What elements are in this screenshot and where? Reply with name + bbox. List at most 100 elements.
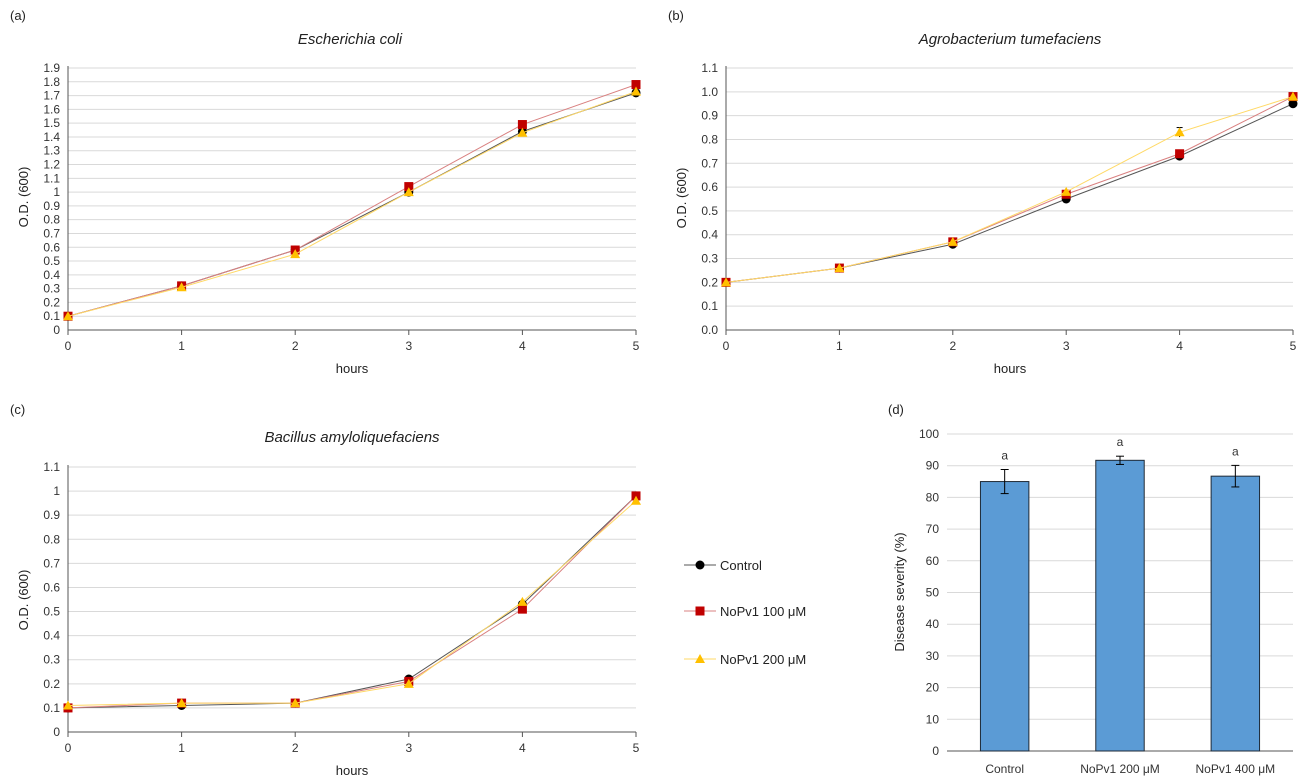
panel-c-title: Bacillus amyloliquefaciens [264,429,440,446]
legend-entry-nopv1-100: NoPv1 100 μM [684,604,806,619]
panel-a-y-tick-label: 0.3 [43,282,60,296]
panel-a-x-tick-label: 4 [519,339,526,353]
panel-c-series-line-control [67,495,637,709]
panel-b-y-tick-label: 0.9 [701,109,718,123]
panel-b-y-tick-label: 1.1 [701,61,718,75]
panel-a-line-chart: (a) Escherichia coli hours O.D. (600) 00… [10,8,641,376]
panel-d-y-tick-label: 40 [926,617,940,631]
panel-a-series-line-nopv1-100 [67,84,637,317]
panel-a-x-tick-label: 1 [178,339,185,353]
panel-a-y-tick-label: 0.1 [43,309,60,323]
panel-a-point-nopv1-200 [631,86,641,96]
panel-b-x-axis-label: hours [994,361,1027,376]
panel-c-point-nopv1-200 [403,678,414,688]
panel-c-label: (c) [10,402,25,417]
panel-c-line-chart: (c) Bacillus amyloliquefaciens hours O.D… [10,402,641,777]
panel-b-point-nopv1-200 [721,277,731,287]
panel-c-x-tick-label: 4 [519,741,526,755]
panel-c-point-nopv1-200 [176,698,187,708]
panel-a-y-tick-label: 0.8 [43,213,60,227]
legend-entry-nopv1-200: NoPv1 200 μM [684,652,806,667]
panel-c-y-tick-label: 0 [53,725,60,739]
panel-c-point-nopv1-200 [631,495,641,505]
panel-b-point-nopv1-200 [1288,91,1298,101]
panel-c-y-tick-label: 0.5 [43,605,60,619]
panel-b-x-tick-label: 4 [1176,339,1183,353]
panel-a-x-tick-label: 2 [292,339,299,353]
panel-c-x-tick-label: 2 [292,741,299,755]
panel-b-series-line-nopv1-200 [725,96,1294,283]
panel-d-y-tick-label: 100 [919,427,939,441]
panel-a-plot-area: 00.10.20.30.40.50.60.70.80.911.11.21.31.… [43,61,641,353]
legend: Control NoPv1 100 μM NoPv1 200 μM [684,558,806,667]
panel-b-point-nopv1-100 [1175,149,1185,159]
panel-c-series-line-nopv1-100 [67,495,637,709]
panel-b-series-line-nopv1-100 [725,96,1294,283]
panel-a-y-tick-label: 1.3 [43,144,60,158]
panel-d-y-tick-label: 90 [926,459,940,473]
panel-c-y-tick-label: 0.7 [43,556,60,570]
panel-c-y-tick-label: 0.8 [43,532,60,546]
panel-d-plot-area: 0 10 20 30 40 50 60 70 80 90 100 a Control a NoPv1 200… [919,427,1293,776]
panel-d-category-label: NoPv1 200 μM [1080,762,1160,776]
panel-b-x-tick-label: 2 [949,339,956,353]
panel-a-y-tick-label: 1 [53,185,60,199]
panel-b-y-tick-label: 0.5 [701,204,718,218]
panel-b-plot-area: 0.0 0.1 0.2 0.3 0.4 0.5 0.6 0.7 0.8 0.9 1.0 1.1 0 1 2 3… [701,61,1298,353]
panel-b-y-axis-label: O.D. (600) [674,168,689,229]
panel-d-y-tick-label: 20 [926,681,940,695]
panel-a-point-nopv1-200 [290,249,301,259]
legend-marker-control [695,560,705,570]
panel-a-point-nopv1-200 [176,282,187,292]
panel-a-x-axis-label: hours [336,361,369,376]
panel-a-y-tick-label: 1.9 [43,61,60,75]
panel-a-y-tick-label: 0.6 [43,240,60,254]
panel-a-point-nopv1-200 [403,187,414,197]
panel-a-y-tick-label: 0.2 [43,295,60,309]
panel-c-y-tick-label: 0.9 [43,508,60,522]
panel-c-series-line-nopv1-200 [67,500,637,706]
panel-c-point-nopv1-200 [517,596,528,606]
panel-b-title: Agrobacterium tumefaciens [918,31,1102,48]
panel-d-bar [1095,459,1145,752]
panel-b-y-tick-label: 0.6 [701,180,718,194]
panel-b-point-nopv1-200 [1174,127,1185,137]
panel-b-point-control [1288,99,1298,109]
panel-a-y-tick-label: 0.9 [43,199,60,213]
panel-b-y-tick-label: 0.4 [701,228,718,242]
panel-a-series-line-nopv1-200 [67,90,637,317]
panel-c-y-tick-label: 0.4 [43,629,60,643]
panel-d-bar-chart: (d) Disease severity (%) 0 10 20 30 40 50 60 70… [888,402,1293,776]
panel-d-y-tick-label: 80 [926,490,940,504]
panel-d-category-label: NoPv1 400 μM [1196,762,1276,776]
panel-c-x-tick-label: 3 [405,741,412,755]
panel-a-y-tick-label: 0.5 [43,254,60,268]
panel-a-y-tick-label: 1.1 [43,171,60,185]
panel-c-point-nopv1-200 [290,698,301,708]
panel-c-point-nopv1-200 [63,700,73,710]
panel-c-y-tick-label: 0.2 [43,677,60,691]
panel-a-x-tick-label: 3 [405,339,412,353]
panel-b-label: (b) [668,8,684,23]
panel-c-x-axis-label: hours [336,763,369,777]
panel-d-y-tick-label: 10 [926,712,940,726]
panel-a-y-tick-label: 1.5 [43,116,60,130]
panel-d-bar [979,481,1030,752]
panel-d-label: (d) [888,402,904,417]
panel-c-y-tick-label: 1 [53,484,60,498]
legend-label-nopv1-200: NoPv1 200 μM [720,652,806,667]
panel-a-x-tick-label: 5 [633,339,640,353]
panel-c-y-tick-label: 0.3 [43,653,60,667]
legend-marker-nopv1-200 [695,654,705,663]
panel-d-y-tick-label: 30 [926,649,940,663]
panel-b-x-tick-label: 5 [1290,339,1297,353]
panel-a-y-tick-label: 1.2 [43,158,60,172]
panel-c-x-tick-label: 5 [633,741,640,755]
panel-b-y-tick-label: 0.3 [701,252,718,266]
legend-label-control: Control [720,558,762,573]
panel-d-y-tick-label: 60 [926,554,940,568]
panel-d-bar [1210,475,1261,752]
panel-b-point-nopv1-200 [834,263,845,273]
panel-d-y-tick-label: 50 [926,586,940,600]
